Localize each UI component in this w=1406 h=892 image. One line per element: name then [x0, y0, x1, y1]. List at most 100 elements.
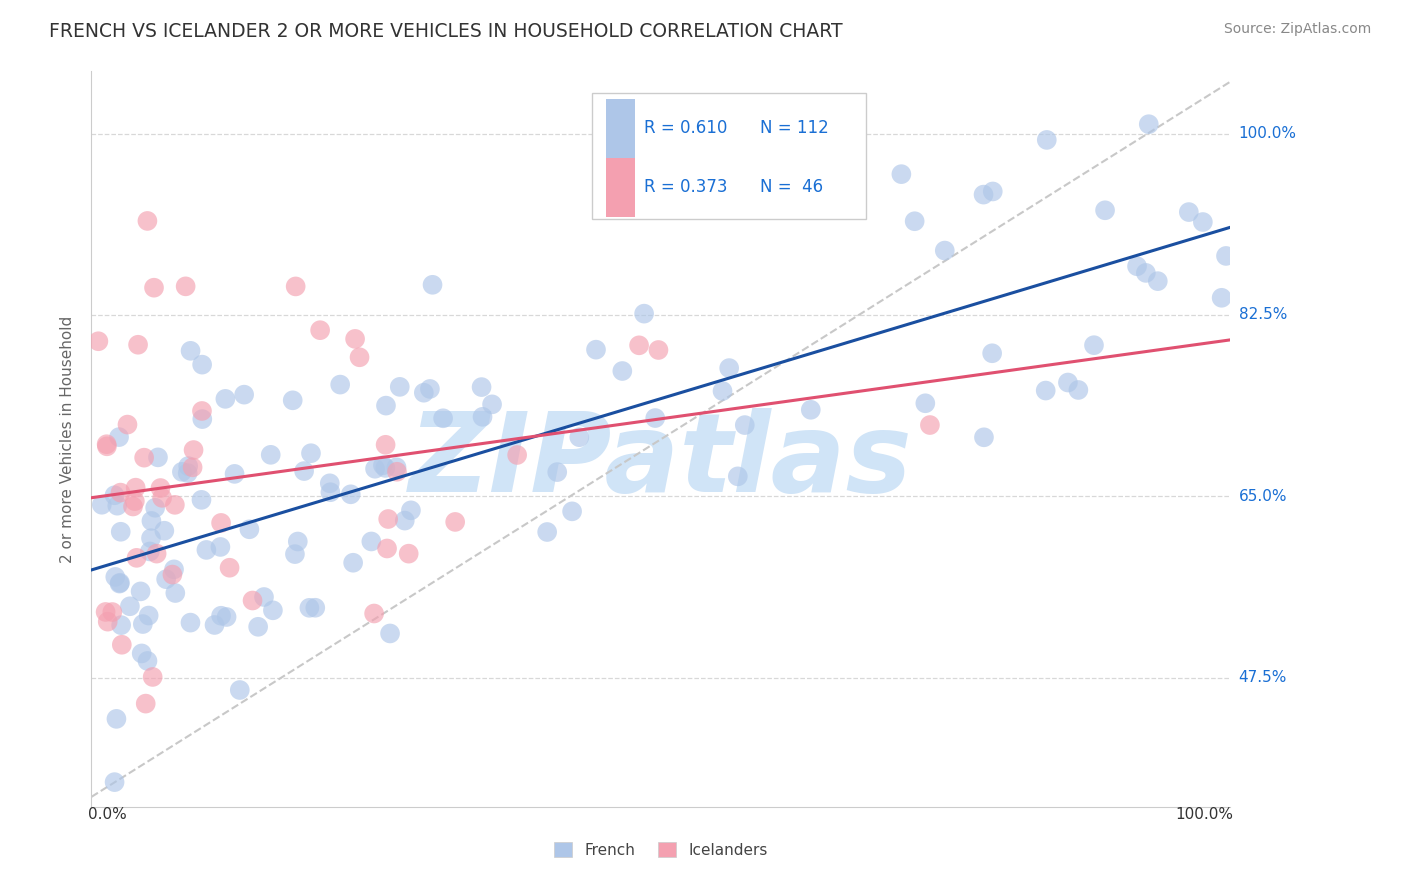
Point — [96, 439, 118, 453]
Point — [105, 499, 128, 513]
Point — [155, 572, 177, 586]
Point — [329, 377, 352, 392]
Point — [146, 450, 169, 465]
Point — [190, 492, 212, 507]
Point — [904, 214, 927, 228]
Point — [215, 610, 238, 624]
Point — [934, 244, 956, 258]
Point — [304, 600, 326, 615]
Point — [101, 605, 124, 619]
Point — [163, 562, 186, 576]
Point — [127, 337, 149, 351]
Point — [180, 343, 202, 358]
Point — [973, 187, 995, 202]
Point — [1146, 274, 1168, 288]
Text: 0.0%: 0.0% — [89, 807, 127, 822]
Point — [299, 446, 322, 460]
Point — [97, 615, 120, 629]
Text: R = 0.610: R = 0.610 — [644, 120, 727, 137]
Point — [238, 522, 260, 536]
Point — [145, 547, 167, 561]
Point — [153, 524, 176, 538]
Point — [214, 392, 236, 406]
Point — [1178, 205, 1201, 219]
Point — [471, 409, 494, 424]
Text: Source: ZipAtlas.com: Source: ZipAtlas.com — [1223, 22, 1371, 37]
Point — [444, 515, 467, 529]
Point — [124, 494, 146, 508]
Point — [110, 485, 132, 500]
Point — [103, 775, 125, 789]
Point — [339, 487, 361, 501]
Point — [90, 498, 112, 512]
Point — [374, 438, 396, 452]
Point — [718, 361, 741, 376]
Point — [108, 576, 131, 591]
Point — [233, 387, 256, 401]
Point — [344, 332, 367, 346]
Point — [1126, 259, 1149, 273]
Point — [375, 541, 398, 556]
Point — [96, 437, 118, 451]
Point — [110, 618, 132, 632]
Point — [412, 385, 434, 400]
Point — [262, 603, 284, 617]
Point — [260, 448, 283, 462]
Point — [143, 281, 166, 295]
Point — [170, 465, 193, 479]
Point — [132, 617, 155, 632]
Text: 82.5%: 82.5% — [1239, 308, 1286, 322]
Point — [1036, 133, 1059, 147]
Point — [87, 334, 110, 349]
Point — [149, 481, 172, 495]
Point — [419, 382, 441, 396]
Point — [422, 277, 444, 292]
Point — [131, 647, 153, 661]
Point — [209, 516, 232, 530]
FancyBboxPatch shape — [606, 99, 634, 158]
Point — [375, 399, 398, 413]
Point — [398, 547, 420, 561]
Point — [612, 364, 634, 378]
Point — [174, 279, 197, 293]
Point — [209, 608, 232, 623]
Point — [247, 620, 270, 634]
Text: 100.0%: 100.0% — [1175, 807, 1233, 822]
Point — [150, 491, 173, 505]
Point — [136, 654, 159, 668]
Point — [914, 396, 936, 410]
Point — [284, 279, 307, 293]
Point — [253, 590, 276, 604]
Point — [229, 683, 252, 698]
Point — [111, 638, 134, 652]
Point — [177, 459, 200, 474]
Point — [183, 443, 205, 458]
Point — [506, 448, 529, 462]
Point — [973, 430, 995, 444]
Point — [108, 430, 131, 444]
Point — [204, 618, 226, 632]
Point — [561, 504, 583, 518]
Point — [633, 307, 655, 321]
Point — [363, 607, 385, 621]
FancyBboxPatch shape — [592, 94, 866, 219]
Point — [138, 608, 160, 623]
Point — [108, 575, 131, 590]
Point — [242, 593, 264, 607]
Point — [292, 464, 315, 478]
Text: N =  46: N = 46 — [759, 178, 823, 196]
Point — [124, 481, 146, 495]
Point — [209, 540, 232, 554]
Point — [195, 542, 218, 557]
Point — [727, 469, 749, 483]
Point — [1094, 203, 1116, 218]
Point — [349, 351, 371, 365]
Point — [1137, 117, 1160, 131]
Point — [191, 358, 214, 372]
Point — [1067, 383, 1090, 397]
Point — [281, 393, 304, 408]
Point — [162, 567, 184, 582]
Point — [377, 512, 399, 526]
Point — [319, 485, 342, 500]
Point — [647, 343, 669, 357]
